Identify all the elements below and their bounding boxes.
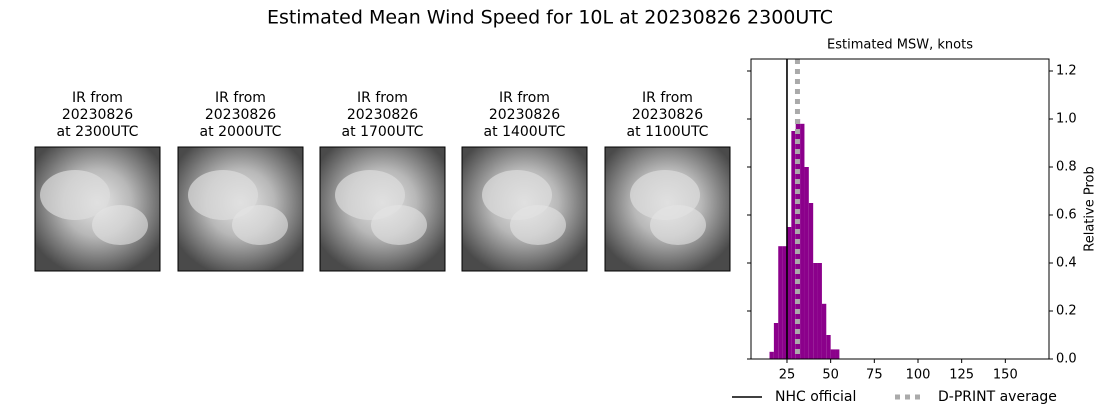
cloud — [232, 205, 288, 245]
y-tick-label: 0.0 — [1056, 352, 1077, 367]
y-tick-label: 0.2 — [1056, 304, 1077, 319]
figure-title: Estimated Mean Wind Speed for 10L at 202… — [267, 7, 833, 29]
panel-label: 20230826 — [347, 107, 418, 123]
cloud — [510, 205, 566, 245]
bar — [773, 323, 779, 359]
panel-label: at 2000UTC — [200, 124, 282, 140]
panel-label: IR from — [642, 90, 693, 106]
bar — [786, 227, 792, 359]
bar — [813, 263, 818, 359]
legend-label: D-PRINT average — [938, 389, 1057, 405]
bar — [821, 303, 827, 359]
bar — [804, 167, 809, 359]
panel-label: at 1700UTC — [342, 124, 424, 140]
panel-label: 20230826 — [632, 107, 703, 123]
x-tick-label: 50 — [822, 368, 839, 383]
y-tick-label: 0.4 — [1056, 256, 1077, 271]
bar — [830, 349, 836, 359]
legend-label: NHC official — [775, 389, 856, 405]
y-tick-label: 0.8 — [1056, 160, 1077, 175]
plot-frame — [750, 58, 1050, 360]
y-tick-label: 1.0 — [1056, 112, 1077, 127]
panel-label: IR from — [357, 90, 408, 106]
x-tick-label: 125 — [949, 368, 974, 383]
panel-label: at 1100UTC — [627, 124, 709, 140]
bar — [778, 246, 783, 359]
bar — [782, 246, 787, 359]
x-tick-label: 150 — [993, 368, 1018, 383]
y-axis-label: Relative Prob — [1083, 166, 1098, 251]
cloud — [188, 170, 258, 220]
panel-label: IR from — [72, 90, 123, 106]
chart-title: Estimated MSW, knots — [827, 38, 973, 53]
cloud — [650, 205, 706, 245]
y-tick-label: 1.2 — [1056, 64, 1077, 79]
bar — [800, 123, 805, 359]
x-tick-label: 100 — [906, 368, 931, 383]
panel-label: at 1400UTC — [484, 124, 566, 140]
panel-label: IR from — [215, 90, 266, 106]
cloud — [371, 205, 427, 245]
panel-label: 20230826 — [205, 107, 276, 123]
panel-label: IR from — [499, 90, 550, 106]
cloud — [40, 170, 110, 220]
bar — [817, 263, 822, 359]
bar — [769, 351, 774, 359]
bar — [826, 335, 831, 359]
bar — [791, 131, 796, 359]
panel-label: 20230826 — [62, 107, 133, 123]
bar — [835, 349, 840, 359]
bar — [808, 203, 814, 359]
panel-label: at 2300UTC — [57, 124, 139, 140]
y-tick-label: 0.6 — [1056, 208, 1077, 223]
histogram: Estimated MSW, knots NHC official D-PRINT … — [732, 38, 1098, 405]
x-tick-label: 75 — [866, 368, 883, 383]
panel-label: 20230826 — [489, 107, 560, 123]
x-tick-label: 25 — [779, 368, 796, 383]
cloud — [92, 205, 148, 245]
